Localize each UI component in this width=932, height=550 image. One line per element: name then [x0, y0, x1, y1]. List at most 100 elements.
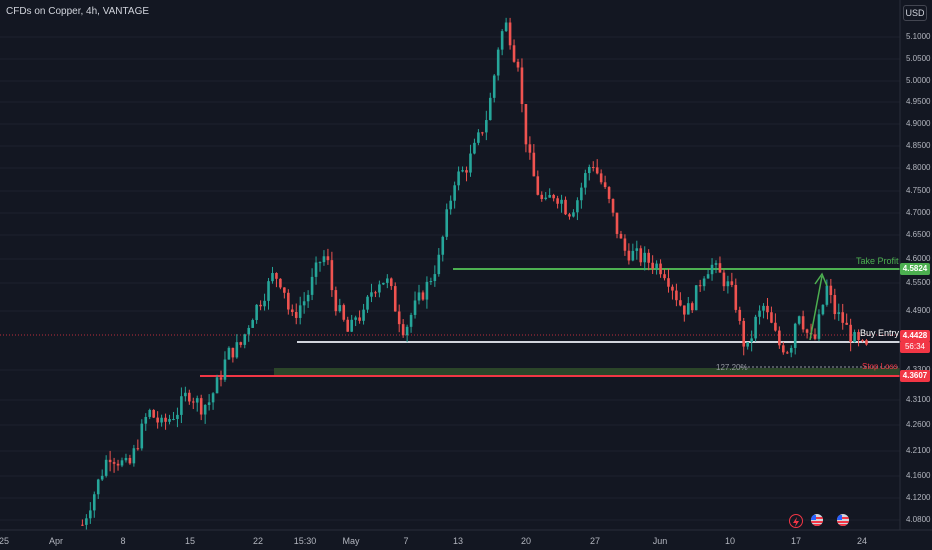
candle-up: [580, 187, 583, 201]
time-tick-label: May: [342, 536, 360, 546]
candle-up: [560, 199, 563, 204]
price-tick-label: 4.0800: [906, 515, 931, 524]
candle-up: [710, 264, 714, 275]
candle-up: [576, 200, 579, 213]
candle-up: [706, 274, 710, 279]
price-tick-label: 4.9500: [906, 97, 931, 106]
candle-up: [314, 262, 318, 277]
candle-up: [686, 303, 690, 315]
candle-down: [342, 305, 346, 320]
candle-up: [758, 310, 761, 317]
candle-up: [370, 292, 373, 297]
candle-down: [374, 292, 377, 294]
candle-down: [290, 309, 294, 313]
candle-down: [188, 392, 191, 402]
candle-up: [322, 256, 326, 263]
candle-up: [496, 49, 500, 76]
candle-up: [694, 285, 698, 311]
price-tick-label: 4.5500: [906, 278, 931, 287]
candle-up: [485, 120, 488, 133]
candle-down: [279, 278, 282, 288]
candle-up: [85, 518, 88, 525]
time-tick-label: 22: [252, 536, 264, 546]
candle-up: [500, 31, 504, 50]
candle-down: [659, 263, 662, 275]
candle-up: [306, 294, 310, 302]
candle-down: [730, 281, 734, 285]
candle-up: [441, 236, 445, 255]
arrow-head: [814, 272, 828, 287]
candle-up: [477, 132, 480, 143]
candle-down: [619, 233, 623, 239]
candle-up: [853, 332, 856, 343]
us-flag-icon[interactable]: [837, 514, 849, 526]
candle-up: [746, 342, 749, 347]
candle-up: [354, 317, 357, 320]
candle-up: [821, 304, 825, 315]
price-tick-label: 4.9000: [906, 119, 931, 128]
us-flag-icon[interactable]: [811, 514, 823, 526]
candle-up: [469, 153, 472, 173]
candle-up: [726, 281, 730, 287]
candle-up: [235, 342, 239, 358]
candle-down: [401, 324, 405, 336]
candle-up: [504, 22, 508, 32]
candle-down: [556, 198, 559, 204]
candle-up: [184, 392, 187, 397]
candle-up: [298, 305, 302, 318]
price-tick-label: 4.8000: [906, 163, 931, 172]
candle-up: [132, 448, 136, 464]
candle-up: [243, 334, 247, 345]
candle-up: [449, 200, 452, 210]
candle-down: [536, 176, 540, 195]
candle-up: [148, 409, 152, 417]
buy-entry-price-tag: 4.4428: [900, 330, 930, 342]
candle-down: [358, 317, 361, 321]
price-tick-label: 4.2600: [906, 420, 931, 429]
currency-button[interactable]: USD: [903, 5, 927, 21]
candle-down: [841, 312, 845, 323]
candle-up: [714, 263, 718, 265]
candle-up: [793, 323, 797, 348]
candle-down: [564, 199, 567, 215]
candle-up: [263, 300, 266, 307]
candle-up: [488, 97, 492, 121]
candle-down: [627, 250, 631, 261]
candle-up: [267, 281, 270, 301]
candle-up: [409, 314, 413, 327]
time-tick-label: 13: [452, 536, 464, 546]
candle-down: [326, 256, 330, 261]
candle-up: [425, 281, 429, 300]
candle-down: [639, 248, 643, 263]
candle-down: [813, 334, 817, 339]
candle-down: [346, 319, 350, 332]
candle-down: [690, 303, 694, 311]
candle-up: [445, 209, 449, 237]
candle-down: [857, 332, 860, 341]
candle-down: [81, 524, 84, 526]
candle-down: [481, 132, 484, 134]
take-profit-label: Take Profit: [856, 256, 899, 266]
candle-up: [473, 142, 476, 154]
candle-down: [861, 340, 864, 342]
candle-up: [168, 419, 171, 422]
candle-up: [140, 423, 144, 449]
price-tick-label: 4.3100: [906, 395, 931, 404]
candle-up: [215, 377, 219, 394]
candle-down: [219, 377, 223, 380]
time-tick-label: Jun: [652, 536, 668, 546]
candle-up: [302, 301, 306, 306]
candle-up: [318, 262, 322, 264]
time-tick-label: 27: [589, 536, 601, 546]
candle-down: [568, 214, 571, 217]
price-tick-label: 5.0500: [906, 54, 931, 63]
lightning-icon[interactable]: [789, 514, 803, 528]
candle-up: [548, 194, 551, 198]
stop-loss-label: Stop Loss: [862, 362, 898, 371]
candle-up: [433, 274, 437, 282]
candle-up: [405, 326, 409, 336]
candle-up: [584, 173, 587, 188]
candle-down: [651, 262, 654, 269]
